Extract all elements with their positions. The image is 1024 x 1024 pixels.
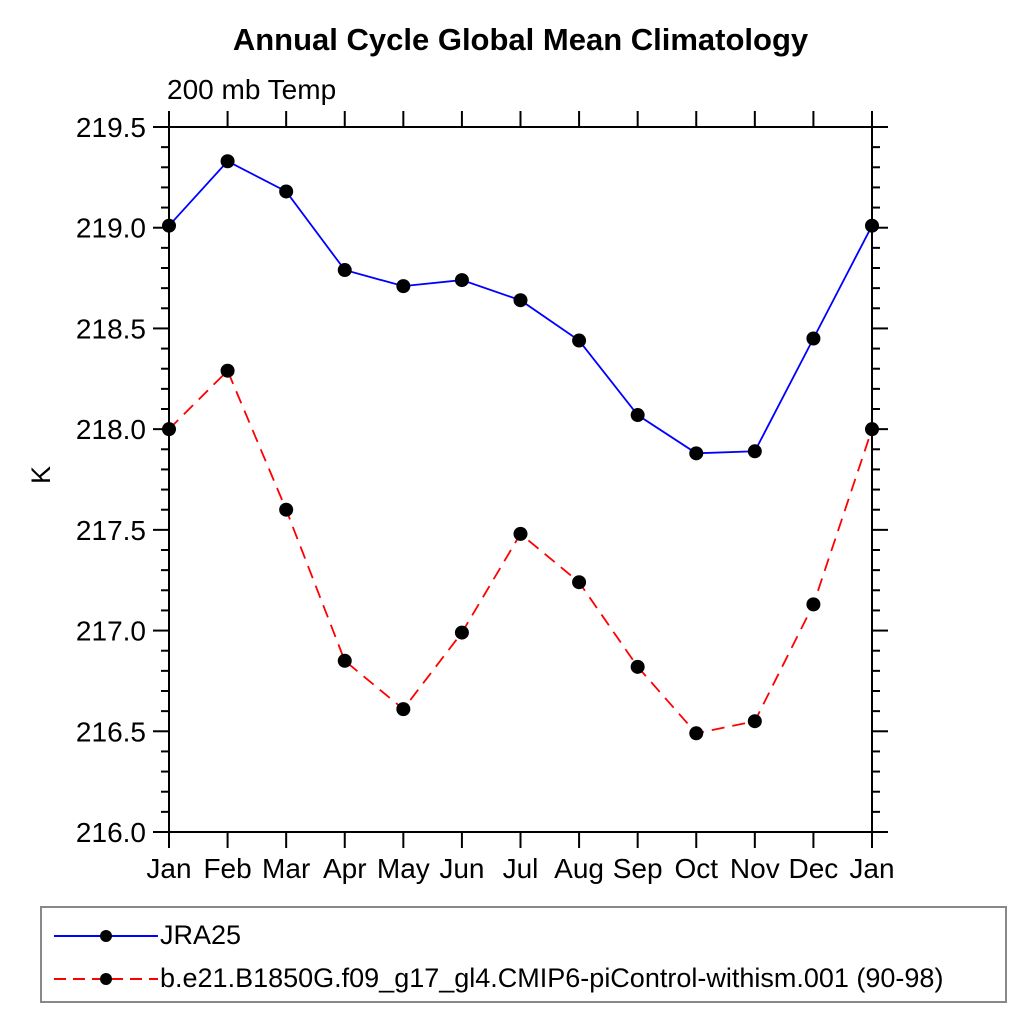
y-tick-label: 219.5 (76, 112, 146, 143)
data-point (747, 444, 762, 459)
chart-title: Annual Cycle Global Mean Climatology (232, 22, 809, 57)
y-tick-label: 219.0 (76, 213, 146, 244)
y-tick-label: 218.0 (76, 414, 146, 445)
plot-canvas: Jan Feb Mar Apr May Jun Jul Aug Sep Oct Nov Dec Jan2… (76, 111, 895, 884)
series-line-model (168, 369, 873, 735)
legend-item: b.e21.B1850G.f09_g17_gl4.CMIP6-piControl… (42, 957, 1005, 1000)
data-point (689, 726, 704, 741)
x-tick-label: Dec (789, 853, 839, 884)
plot-frame (168, 126, 873, 833)
y-tick-label: 218.5 (76, 313, 146, 344)
data-point (865, 422, 879, 437)
data-point (162, 422, 176, 437)
data-point (162, 218, 176, 233)
x-tick-label: Nov (730, 853, 780, 884)
data-point (572, 575, 587, 590)
legend-line-sample (54, 972, 158, 985)
data-point (337, 263, 352, 278)
data-point (337, 653, 352, 668)
x-tick-label: Mar (262, 853, 310, 884)
series-line-jra25 (168, 160, 873, 455)
legend-marker (100, 929, 112, 942)
chart-subtitle: 200 mb Temp (167, 74, 337, 105)
y-tick-label: 216.5 (76, 716, 146, 747)
x-tick-label: Jul (503, 853, 539, 884)
data-point (454, 625, 469, 640)
x-tick-label: May (377, 853, 430, 884)
legend-label: JRA25 (160, 920, 242, 950)
data-point (513, 526, 528, 541)
x-tick-label: Feb (203, 853, 251, 884)
data-point (806, 597, 821, 612)
legend-label: b.e21.B1850G.f09_g17_gl4.CMIP6-piControl… (160, 963, 944, 993)
data-point (396, 279, 411, 294)
data-point (630, 659, 645, 674)
x-tick-label: Sep (613, 853, 663, 884)
y-tick-label: 216.0 (76, 817, 146, 848)
data-point (630, 408, 645, 423)
data-point (220, 154, 235, 169)
x-tick-label: Jun (439, 853, 484, 884)
y-tick-label: 217.0 (76, 616, 146, 647)
data-point (454, 273, 469, 288)
data-point (689, 446, 704, 461)
data-point (513, 293, 528, 308)
legend-item: JRA25 (42, 914, 1005, 957)
data-point (806, 331, 821, 346)
data-point (865, 218, 879, 233)
x-tick-label: Jan (146, 853, 191, 884)
legend-line-sample (54, 929, 158, 942)
x-tick-label: Oct (674, 853, 718, 884)
x-tick-label: Aug (554, 853, 604, 884)
x-tick-label: Jan (849, 853, 894, 884)
legend-box: JRA25 b.e21.B1850G.f09_g17_gl4.CMIP6-piCo… (40, 906, 1007, 1003)
legend-marker (100, 972, 112, 985)
data-point (572, 333, 587, 348)
data-point (396, 702, 411, 717)
x-tick-label: Apr (323, 853, 367, 884)
data-point (279, 184, 294, 199)
data-point (747, 714, 762, 729)
data-point (279, 502, 294, 517)
data-point (220, 363, 235, 378)
y-tick-label: 217.5 (76, 515, 146, 546)
